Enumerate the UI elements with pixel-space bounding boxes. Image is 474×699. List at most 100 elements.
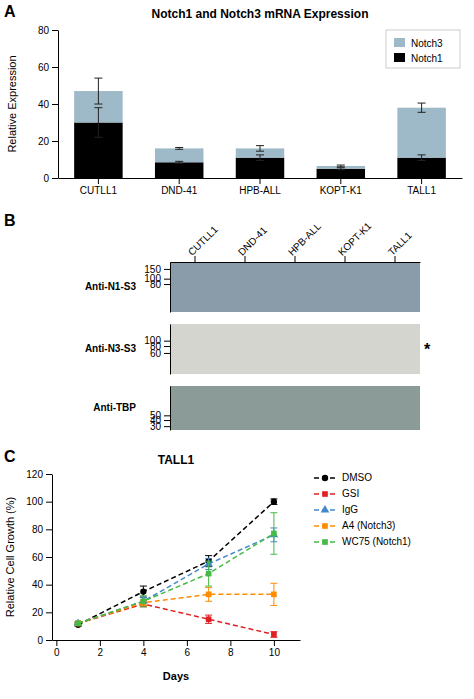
x-axis-title: Days xyxy=(163,670,189,682)
legend-label: WC75 (Notch1) xyxy=(342,536,411,547)
axis-line xyxy=(170,325,171,375)
tick-label: DND-41 xyxy=(236,224,270,258)
legend-label: Notch1 xyxy=(411,53,443,64)
x-axis: CUTLL1DND-41HPB-ALLKOPT-K1TALL1 xyxy=(59,178,463,196)
tick: 80 xyxy=(32,524,52,535)
bar xyxy=(155,148,203,162)
blot-background xyxy=(170,262,420,312)
error-bar xyxy=(337,168,345,170)
legend-marker xyxy=(322,539,328,545)
row-label: Anti-TBP xyxy=(93,402,136,413)
error-stem xyxy=(260,146,261,152)
legend-frame xyxy=(386,30,460,68)
tick-mark xyxy=(164,284,170,285)
error-cap xyxy=(256,151,264,152)
legend-label: A4 (Notch3) xyxy=(342,520,395,531)
tick: 20 xyxy=(32,607,52,618)
tick-mark xyxy=(164,420,170,421)
axis-line xyxy=(58,31,59,179)
tick-mark xyxy=(52,141,58,142)
error-cap xyxy=(205,601,212,602)
bar xyxy=(397,108,445,158)
tick-mark xyxy=(164,279,170,280)
legend-item: DMSO xyxy=(314,472,372,483)
tick-label: 20 xyxy=(32,607,44,618)
error-cap xyxy=(205,587,212,588)
legend: DMSOGSIIgGA4 (Notch3)WC75 (Notch1) xyxy=(314,472,411,547)
tick-label: DND-41 xyxy=(161,185,198,196)
tick: 60 xyxy=(38,62,58,73)
marker xyxy=(206,616,212,622)
tick-label: 10 xyxy=(269,647,281,658)
error-stem xyxy=(421,103,422,112)
error-bar xyxy=(270,583,277,605)
error-cap xyxy=(418,103,426,104)
tick-label: 60 xyxy=(32,552,44,563)
axis-line xyxy=(52,475,53,641)
row-label: Anti-N3-S3 xyxy=(85,343,137,354)
tick-mark xyxy=(46,502,52,503)
error-cap xyxy=(175,147,183,148)
tick: CUTLL1 xyxy=(186,223,220,262)
chart-title: Notch1 and Notch3 mRNA Expression xyxy=(152,7,369,21)
tick-mark xyxy=(143,640,144,646)
error-bar xyxy=(94,108,102,138)
legend-marker xyxy=(322,523,328,529)
tick-label: CUTLL1 xyxy=(80,185,118,196)
tick: 80 xyxy=(38,25,58,36)
error-stem xyxy=(98,108,99,138)
legend-label: IgG xyxy=(342,504,358,515)
error-cap xyxy=(175,149,183,150)
tick: HPB-ALL xyxy=(286,220,324,262)
line xyxy=(78,535,274,624)
error-cap xyxy=(256,145,264,146)
tick-mark xyxy=(340,178,341,184)
error-cap xyxy=(94,107,102,108)
tick: 2 xyxy=(98,640,104,658)
error-cap xyxy=(205,615,212,616)
bar-series xyxy=(74,123,446,179)
chart-title: TALL1 xyxy=(158,453,195,467)
tick-mark xyxy=(46,640,52,641)
y-axis: 1008060 xyxy=(144,325,170,375)
line xyxy=(78,604,274,634)
legend-item: Notch3 xyxy=(394,38,443,49)
marker xyxy=(74,618,83,625)
tick-mark xyxy=(46,529,52,530)
tick-label: TALL1 xyxy=(386,229,414,257)
error-cap xyxy=(175,161,183,162)
error-stem xyxy=(98,78,99,104)
error-cap xyxy=(418,160,426,161)
tick-mark xyxy=(179,178,180,184)
tick: CUTLL1 xyxy=(80,178,118,196)
tick: DND-41 xyxy=(236,224,270,262)
error-cap xyxy=(205,558,212,559)
annotation: * xyxy=(424,341,431,358)
x-axis: CUTLL1 DND-41 HPB-ALL KOPT-K1 TALL1 xyxy=(171,220,421,263)
error-cap xyxy=(140,606,147,607)
tick-mark xyxy=(46,585,52,586)
tick: HPB-ALL xyxy=(239,178,281,196)
tick: 4 xyxy=(141,640,147,658)
tick-label: KOPT-K1 xyxy=(336,220,374,258)
marker xyxy=(140,588,146,594)
tick: 0 xyxy=(43,173,58,184)
tick-label: 40 xyxy=(38,99,50,110)
tick-mark xyxy=(100,640,101,646)
tick: 60 xyxy=(32,552,52,563)
error-cap xyxy=(418,154,426,155)
tick-label: 8 xyxy=(228,647,234,658)
tick: 30 xyxy=(150,421,170,432)
tick-label: 2 xyxy=(98,647,104,658)
axis-line xyxy=(53,640,301,641)
y-axis-title: Relative Expression xyxy=(6,55,18,152)
error-bar xyxy=(205,615,212,623)
y-axis: 0 20 40 60 80 xyxy=(38,25,59,184)
bar xyxy=(236,158,284,178)
marker xyxy=(206,571,212,577)
tick: TALL1 xyxy=(386,229,414,262)
tick-label: 20 xyxy=(38,136,50,147)
error-cap xyxy=(337,167,345,168)
tick: 60 xyxy=(150,348,170,359)
legend-item: Notch1 xyxy=(394,53,443,64)
